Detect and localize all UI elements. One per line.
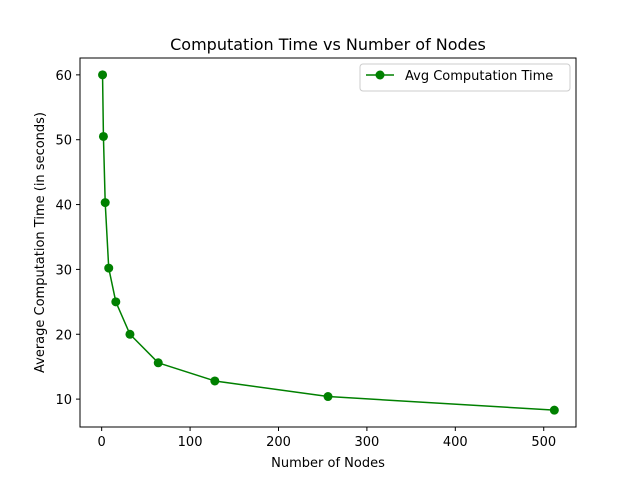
data-point xyxy=(153,358,163,368)
y-tick-label: 20 xyxy=(55,328,72,343)
plot-frame xyxy=(79,57,577,428)
legend-label: Avg Computation Time xyxy=(405,69,553,84)
x-tick-label: 200 xyxy=(266,435,291,450)
data-point xyxy=(104,263,114,273)
x-tick-label: 300 xyxy=(354,435,379,450)
series-layer xyxy=(98,70,559,415)
series-line xyxy=(101,74,555,411)
y-axis-label: Average Computation Time (in seconds) xyxy=(33,112,48,373)
legend: Avg Computation Time xyxy=(359,63,571,92)
x-axis-label: Number of Nodes xyxy=(271,456,385,471)
legend-box xyxy=(359,63,571,92)
data-point xyxy=(323,392,333,402)
data-point xyxy=(100,198,110,208)
data-point xyxy=(125,329,135,339)
x-tick-label: 0 xyxy=(98,435,106,450)
x-tick-label: 400 xyxy=(443,435,468,450)
x-tick-label: 500 xyxy=(531,435,556,450)
ticks-layer: 0 100 200 300 400 500 10 20 30 40 50 60 xyxy=(55,69,556,450)
y-tick-label: 40 xyxy=(55,199,72,214)
y-tick-label: 60 xyxy=(55,69,72,84)
y-tick-label: 10 xyxy=(55,393,72,408)
y-tick-label: 50 xyxy=(55,134,72,149)
data-point xyxy=(98,131,108,141)
chart-title: Computation Time vs Number of Nodes xyxy=(170,35,486,54)
data-point xyxy=(210,376,220,386)
y-tick-label: 30 xyxy=(55,263,72,278)
data-point xyxy=(111,297,121,307)
data-point xyxy=(549,405,559,415)
x-tick-label: 100 xyxy=(178,435,203,450)
data-point xyxy=(98,70,108,80)
legend-marker xyxy=(375,70,385,80)
